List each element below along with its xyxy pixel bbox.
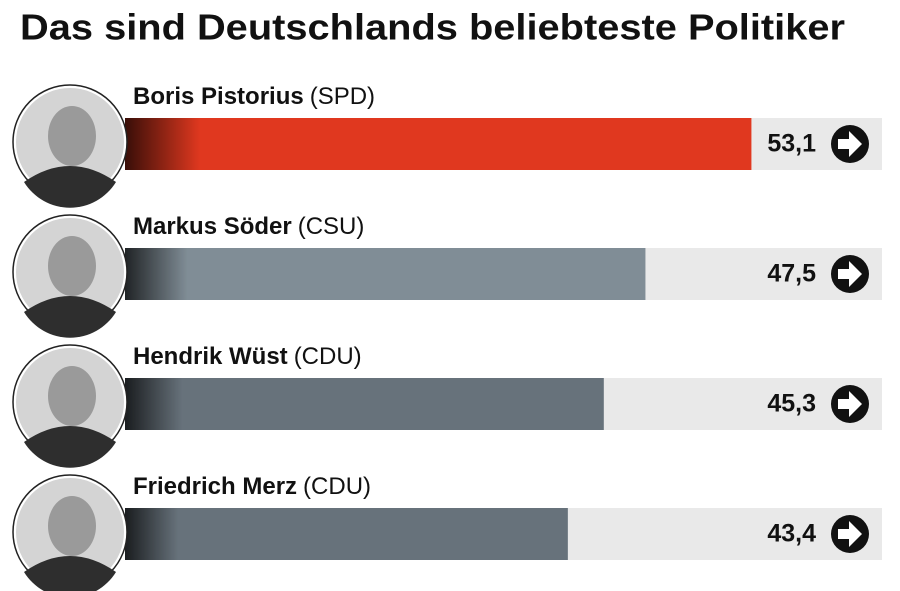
arrow-button[interactable] <box>831 385 869 423</box>
portrait-body <box>24 556 116 591</box>
party-label: (CDU) <box>294 343 362 370</box>
value-label: 53,1 <box>767 130 816 158</box>
portrait-head <box>48 106 96 166</box>
arrow-icon <box>838 261 862 287</box>
value-label: 45,3 <box>767 390 816 418</box>
arrow-button[interactable] <box>831 255 869 293</box>
portrait-body <box>24 166 116 208</box>
portrait-head <box>48 496 96 556</box>
politician-name: Boris Pistorius <box>133 83 304 110</box>
portrait <box>12 344 128 468</box>
politician-name: Friedrich Merz <box>133 473 297 500</box>
portrait <box>12 84 128 208</box>
portrait-body <box>24 296 116 338</box>
bar-shade <box>125 508 568 560</box>
arrow-icon <box>838 131 862 157</box>
portrait-body <box>24 426 116 468</box>
politician-name: Hendrik Wüst <box>133 343 288 370</box>
portrait <box>12 214 128 338</box>
arrow-button[interactable] <box>831 125 869 163</box>
portrait-head <box>48 236 96 296</box>
bar-shade <box>125 378 604 430</box>
value-label: 47,5 <box>767 260 816 288</box>
party-label: (CSU) <box>298 213 365 240</box>
politician-name: Markus Söder <box>133 213 292 240</box>
category-label: Boris Pistorius (SPD) <box>133 83 375 110</box>
party-label: (CDU) <box>303 473 371 500</box>
arrow-icon <box>838 521 862 547</box>
bar-shade <box>125 118 752 170</box>
category-label: Friedrich Merz (CDU) <box>133 473 371 500</box>
portrait-head <box>48 366 96 426</box>
chart-title: Das sind Deutschlands beliebteste Politi… <box>20 7 845 48</box>
bar-shade <box>125 248 646 300</box>
arrow-icon <box>838 391 862 417</box>
party-label: (SPD) <box>310 83 375 110</box>
value-label: 43,4 <box>767 520 816 548</box>
category-label: Hendrik Wüst (CDU) <box>133 343 362 370</box>
arrow-button[interactable] <box>831 515 869 553</box>
category-label: Markus Söder (CSU) <box>133 213 364 240</box>
portrait <box>12 474 128 591</box>
